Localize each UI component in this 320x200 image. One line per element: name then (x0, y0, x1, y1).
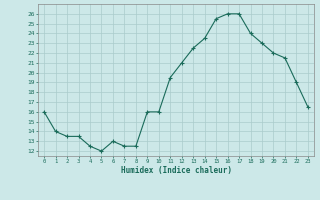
X-axis label: Humidex (Indice chaleur): Humidex (Indice chaleur) (121, 166, 231, 175)
